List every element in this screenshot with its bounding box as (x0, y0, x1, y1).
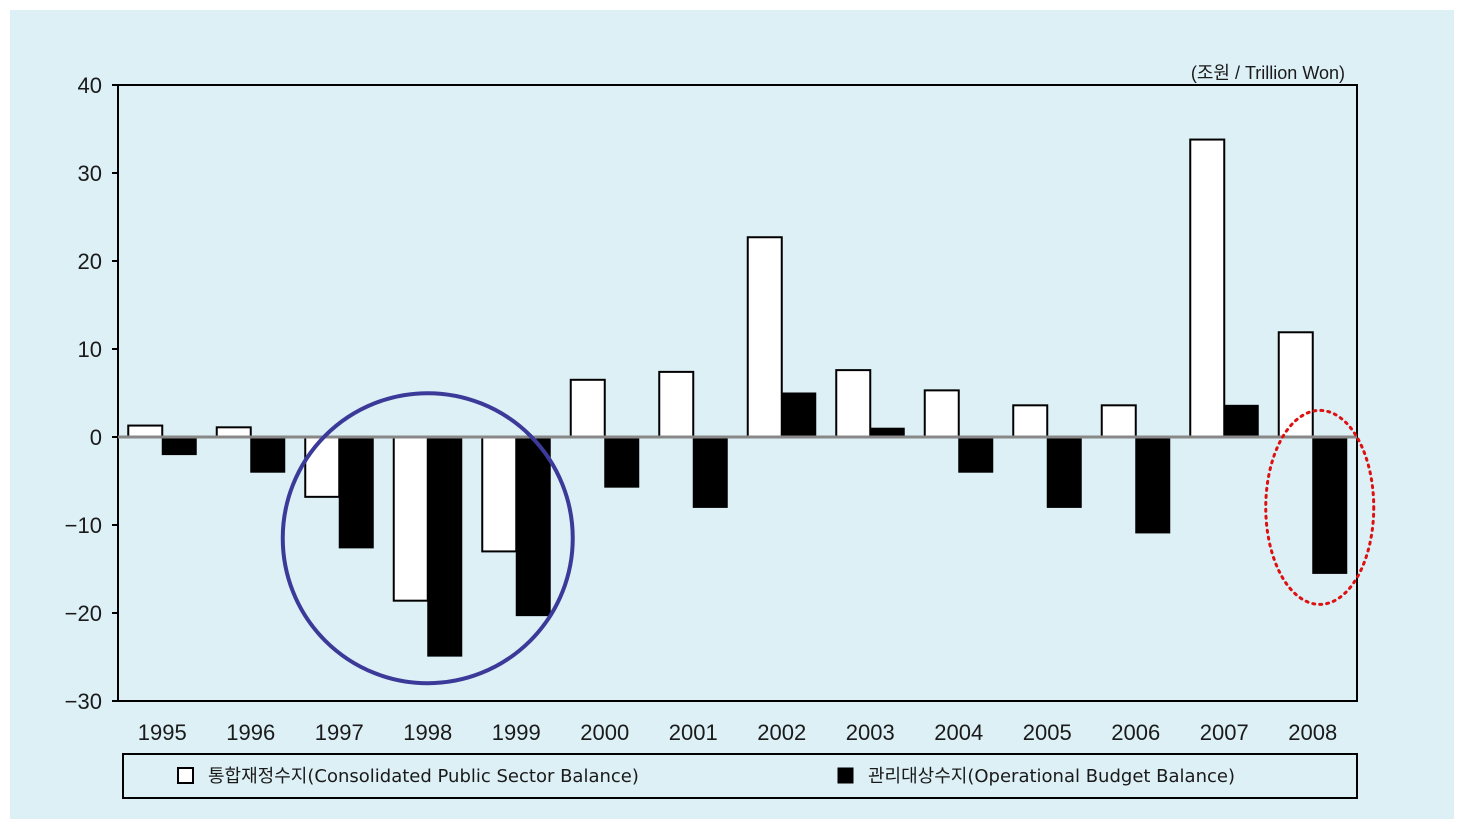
bar-consolidated (1189, 138, 1226, 438)
y-tick-label: −30 (65, 689, 102, 714)
legend-swatch-hollow (177, 767, 194, 784)
bar-consolidated (392, 436, 429, 602)
x-tick-label: 1998 (403, 720, 452, 745)
bar-operational (1135, 436, 1171, 534)
bar-operational (781, 392, 817, 438)
bar-operational (1046, 436, 1082, 508)
plot-area: 40 30 20 10 0 −10 −20 −30 1995 1996 1997 1998 1999 20… (65, 73, 1358, 745)
legend-label-consolidated: 통합재정수지(Consolidated Public Sector Balanc… (208, 766, 639, 787)
x-tick-label: 1997 (315, 720, 364, 745)
bar-operational (692, 436, 728, 508)
x-tick-label: 2002 (757, 720, 806, 745)
bar-operational (338, 436, 374, 549)
bar-consolidated (1100, 404, 1137, 439)
x-tick-label: 2007 (1200, 720, 1249, 745)
bar-operational (604, 436, 640, 488)
x-tick-label: 2000 (580, 720, 629, 745)
bar-consolidated (127, 424, 164, 438)
legend: 통합재정수지(Consolidated Public Sector Balanc… (122, 753, 1358, 799)
bar-consolidated (1012, 404, 1049, 439)
x-tick-label: 2001 (669, 720, 718, 745)
annotation-circle (280, 391, 575, 686)
legend-swatch-filled (837, 767, 854, 784)
bar-operational (1312, 436, 1348, 574)
bar-operational (250, 436, 286, 473)
bar-consolidated (835, 369, 872, 438)
bar-consolidated (658, 370, 695, 439)
y-tick-label: 20 (78, 249, 102, 274)
legend-box (122, 753, 1358, 799)
bar-consolidated (304, 436, 341, 498)
y-tick-label: 0 (90, 425, 102, 450)
bar-operational (1223, 404, 1259, 438)
bar-consolidated (746, 236, 783, 438)
x-tick-label: 1999 (492, 720, 541, 745)
x-tick-label: 2008 (1288, 720, 1337, 745)
bar-operational (161, 436, 197, 456)
legend-label-operational: 관리대상수지(Operational Budget Balance) (868, 766, 1235, 787)
bar-consolidated (481, 436, 518, 553)
y-tick-label: 10 (78, 337, 102, 362)
bar-consolidated (923, 389, 960, 438)
annotation-layer (280, 391, 1376, 686)
bar-consolidated (569, 378, 606, 438)
y-tick-label: 30 (78, 161, 102, 186)
unit-label: (조원 / Trillion Won) (1191, 63, 1345, 83)
y-tick-label: −10 (65, 513, 102, 538)
x-tick-label: 2003 (846, 720, 895, 745)
x-tick-label: 2004 (934, 720, 983, 745)
y-tick-label: −20 (65, 601, 102, 626)
x-tick-label: 1996 (226, 720, 275, 745)
bar-operational (427, 436, 463, 657)
annotation-ellipse (1264, 408, 1376, 606)
x-tick-label: 2006 (1111, 720, 1160, 745)
plot-frame (117, 84, 1358, 702)
bar-operational (958, 436, 994, 473)
bar-operational (515, 436, 551, 617)
x-tick-label: 2005 (1023, 720, 1072, 745)
y-tick-label: 40 (78, 73, 102, 98)
x-tick-label: 1995 (138, 720, 187, 745)
